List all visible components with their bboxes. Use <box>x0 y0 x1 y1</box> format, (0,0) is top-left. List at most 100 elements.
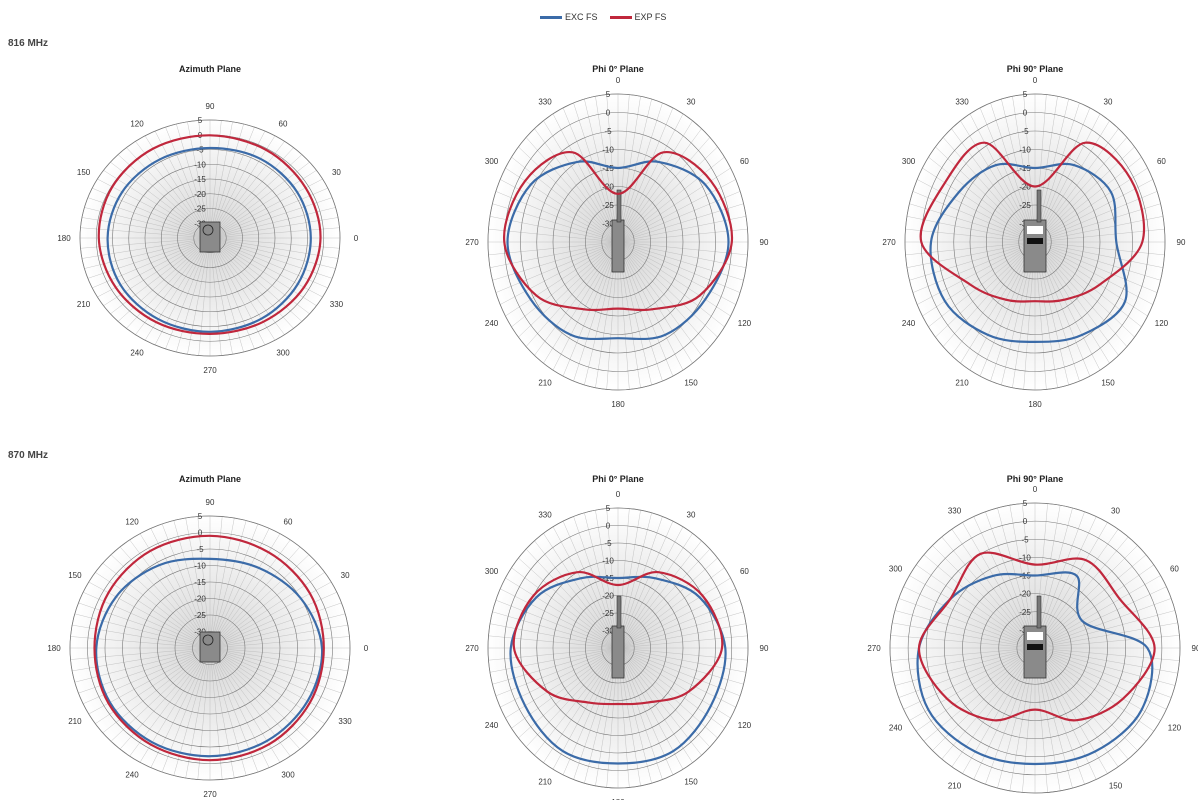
grid-ring <box>112 149 308 327</box>
device-icon <box>199 631 221 663</box>
angle-tick-label: 90 <box>1177 238 1186 247</box>
grid-ring <box>144 178 276 298</box>
angle-tick-label: 90 <box>206 498 215 507</box>
grid-ring <box>904 93 1166 391</box>
series-line-exp-fs <box>512 571 724 706</box>
grid-ring <box>128 163 292 313</box>
angle-tick-label: 210 <box>538 777 552 786</box>
angle-tick-label: 30 <box>341 571 350 580</box>
legend-item-exc: EXC FS <box>540 12 598 22</box>
radial-tick-label: -25 <box>602 609 614 618</box>
radial-tick-label: -30 <box>602 627 614 636</box>
radial-tick-label: -5 <box>604 127 612 136</box>
series-line-exp-fs <box>97 134 322 336</box>
antenna-icon <box>1036 189 1042 223</box>
grid-ring <box>160 193 260 283</box>
angle-tick-label: 240 <box>902 319 916 328</box>
radial-tick-label: -10 <box>1019 146 1031 155</box>
angle-tick-label: 180 <box>1028 400 1042 409</box>
angle-tick-label: 60 <box>740 157 749 166</box>
antenna-icon <box>616 595 622 629</box>
angle-tick-label: 90 <box>1192 644 1198 653</box>
grid-ring <box>980 593 1090 703</box>
angle-tick-label: 330 <box>538 511 552 520</box>
series-line-exp-fs <box>917 551 1156 722</box>
angle-tick-label: 150 <box>77 168 91 177</box>
angle-tick-label: 0 <box>616 76 621 85</box>
polar-chart-3: Azimuth Plane50-5-10-15-20-25-3090603003… <box>47 474 368 799</box>
radial-tick-label: -10 <box>1019 553 1031 562</box>
angle-tick-label: 180 <box>611 400 625 409</box>
angle-tick-label: 30 <box>1104 98 1113 107</box>
series-line-exp-fs <box>503 151 734 312</box>
grid-ring <box>536 560 700 736</box>
radial-tick-label: -20 <box>194 595 206 604</box>
radial-tick-label: -25 <box>1019 201 1031 210</box>
angle-tick-label: 60 <box>740 567 749 576</box>
series-line-exc-fs <box>506 160 730 341</box>
radial-tick-label: -20 <box>194 190 206 199</box>
grid-ring <box>937 130 1133 354</box>
radial-tick-label: 5 <box>1023 90 1028 99</box>
angle-tick-label: 60 <box>1170 565 1179 574</box>
grid-ring <box>104 548 316 748</box>
grid-ring <box>568 186 668 298</box>
angle-tick-label: 330 <box>538 98 552 107</box>
angle-tick-label: 60 <box>1157 157 1166 166</box>
angle-tick-label: 270 <box>465 644 479 653</box>
radial-tick-label: 0 <box>606 109 611 118</box>
grid-ring <box>889 502 1181 794</box>
radial-tick-label: -15 <box>194 578 206 587</box>
angle-tick-label: 30 <box>687 511 696 520</box>
radial-tick-label: -15 <box>194 175 206 184</box>
angle-tick-label: 150 <box>1101 378 1115 387</box>
device-keypad-icon <box>1027 644 1043 650</box>
device-antenna-icon <box>202 224 214 236</box>
radial-tick-label: -15 <box>602 164 614 173</box>
radial-tick-label: 5 <box>198 116 203 125</box>
legend-item-exp: EXP FS <box>609 12 666 22</box>
grid-ring <box>520 130 716 354</box>
radial-tick-label: -5 <box>1021 535 1029 544</box>
antenna-icon <box>616 189 622 223</box>
radial-tick-label: -20 <box>1019 183 1031 192</box>
legend-swatch-exc <box>540 15 562 19</box>
grid-ring <box>157 598 263 698</box>
legend: EXC FS EXP FS <box>540 9 666 25</box>
angle-tick-label: 210 <box>948 782 962 791</box>
radial-tick-label: 0 <box>1023 517 1028 526</box>
radial-tick-label: -5 <box>196 545 204 554</box>
angle-tick-label: 210 <box>77 300 91 309</box>
radial-tick-label: -20 <box>602 592 614 601</box>
series-line-exc-fs <box>106 146 312 333</box>
series-line-exc-fs <box>929 162 1128 344</box>
chart-title: Phi 0° Plane <box>592 64 644 74</box>
grid-ring <box>139 581 281 715</box>
radial-tick-label: -20 <box>602 183 614 192</box>
series-line-exp-fs <box>919 141 1146 303</box>
grid-ring <box>907 520 1163 776</box>
grid-ring <box>503 525 733 771</box>
radial-tick-label: 0 <box>198 529 203 538</box>
angle-tick-label: 270 <box>882 238 896 247</box>
angle-tick-label: 270 <box>867 644 881 653</box>
grid-ring <box>192 631 228 665</box>
angle-tick-label: 120 <box>130 120 144 129</box>
angle-tick-label: 270 <box>203 366 217 375</box>
angle-tick-label: 150 <box>1109 782 1123 791</box>
angle-tick-label: 330 <box>955 98 969 107</box>
angle-tick-label: 30 <box>1111 506 1120 515</box>
angle-tick-label: 300 <box>485 157 499 166</box>
radial-tick-label: -10 <box>194 562 206 571</box>
grid-ring <box>122 565 298 731</box>
radial-tick-label: 5 <box>198 512 203 521</box>
chart-title: Phi 90° Plane <box>1007 64 1064 74</box>
angle-tick-label: 270 <box>203 790 217 799</box>
radial-tick-label: -25 <box>194 205 206 214</box>
grid-ring <box>568 595 668 701</box>
chart-title: Azimuth Plane <box>179 474 241 484</box>
angle-tick-label: 90 <box>206 102 215 111</box>
grid-ring <box>998 611 1072 685</box>
